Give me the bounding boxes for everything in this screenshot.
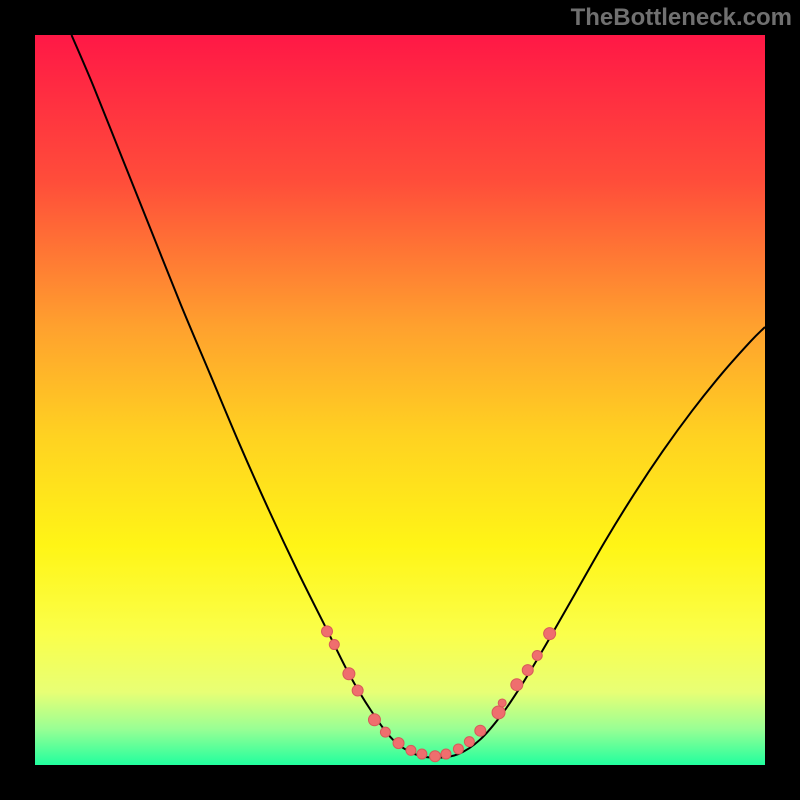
curve-layer (35, 35, 765, 765)
data-marker (441, 749, 451, 759)
data-marker (393, 738, 404, 749)
data-marker (532, 651, 542, 661)
data-marker (511, 679, 523, 691)
figure-root: TheBottleneck.com (0, 0, 800, 800)
data-marker (417, 749, 427, 759)
data-marker (453, 744, 463, 754)
data-marker (430, 751, 441, 762)
data-marker (492, 706, 505, 719)
data-marker (329, 640, 339, 650)
plot-area (35, 35, 765, 765)
data-markers (322, 626, 556, 762)
data-marker (464, 737, 474, 747)
data-marker (368, 714, 380, 726)
data-marker (352, 685, 363, 696)
data-marker (322, 626, 333, 637)
watermark-text: TheBottleneck.com (571, 4, 792, 32)
data-marker (498, 699, 506, 707)
data-marker (406, 745, 416, 755)
bottleneck-curve (72, 35, 766, 758)
data-marker (475, 725, 486, 736)
data-marker (544, 628, 556, 640)
data-marker (343, 668, 355, 680)
data-marker (380, 727, 390, 737)
data-marker (522, 665, 533, 676)
